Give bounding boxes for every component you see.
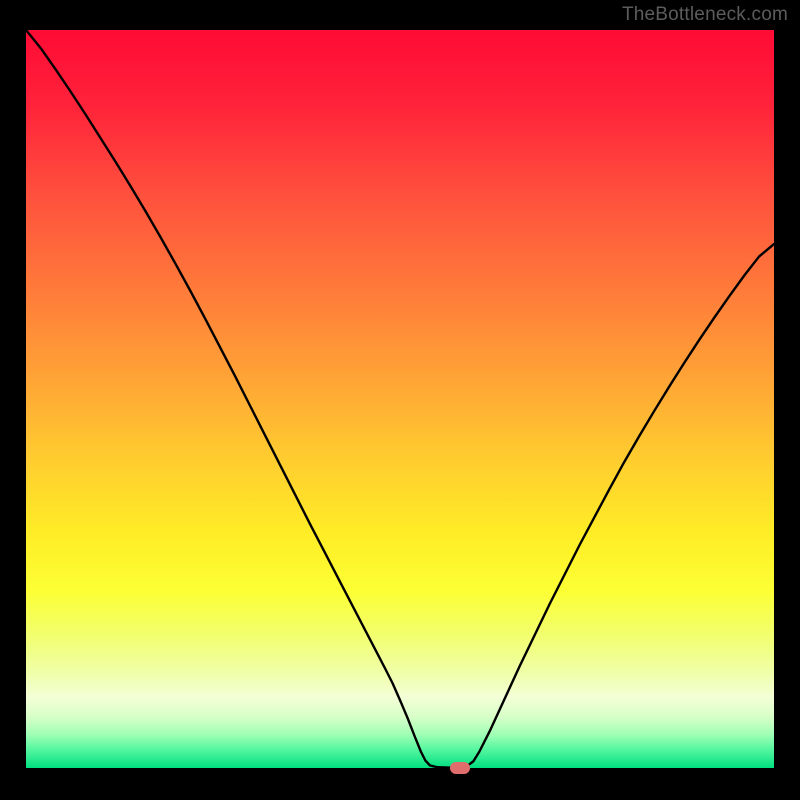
chart-svg: [26, 30, 774, 768]
chart-frame: TheBottleneck.com: [0, 0, 800, 800]
dip-marker: [450, 762, 470, 774]
watermark-text: TheBottleneck.com: [622, 4, 788, 26]
plot-area: [26, 30, 774, 768]
